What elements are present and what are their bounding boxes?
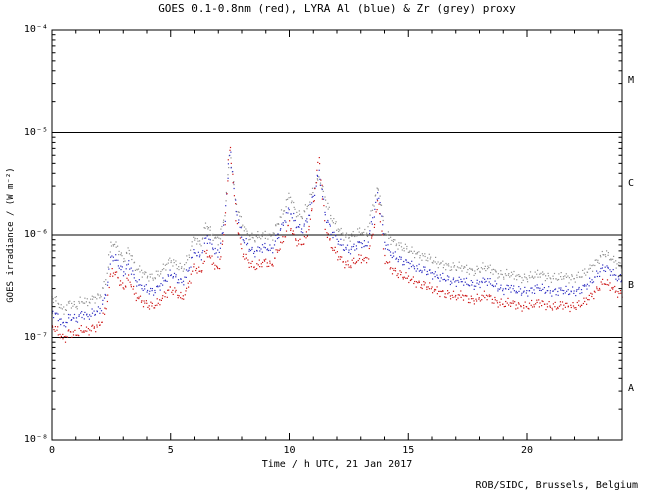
- x-tick-label: 5: [167, 445, 174, 456]
- x-axis-label: Time / h UTC, 21 Jan 2017: [261, 459, 413, 470]
- flare-class-label: M: [628, 75, 635, 87]
- series-goes-points: [51, 146, 623, 343]
- series-lyra_al-points: [51, 151, 623, 328]
- x-tick-label: 20: [520, 445, 534, 456]
- y-tick-label: 10⁻⁵: [23, 126, 48, 138]
- flare-class-label: B: [628, 280, 635, 292]
- y-tick-label: 10⁻⁷: [23, 331, 48, 343]
- x-tick-label: 15: [402, 445, 415, 456]
- x-ticks: [51, 30, 623, 440]
- y-tick-label: 10⁻⁶: [23, 229, 48, 240]
- flare-class-label: A: [628, 382, 635, 394]
- credit-text: ROB/SIDC, Brussels, Belgium: [475, 480, 638, 491]
- y-tick-label: 10⁻⁴: [23, 24, 48, 35]
- flare-class-label: C: [628, 177, 635, 189]
- x-tick-label: 10: [283, 445, 296, 456]
- y-tick-label: 10⁻⁸: [23, 434, 48, 445]
- series-lyra_zr-points: [51, 155, 623, 315]
- x-tick-label: 0: [48, 445, 56, 456]
- y-ticks: [52, 29, 622, 441]
- chart-title: GOES 0.1-0.8nm (red), LYRA Al (blue) & Z…: [158, 2, 516, 15]
